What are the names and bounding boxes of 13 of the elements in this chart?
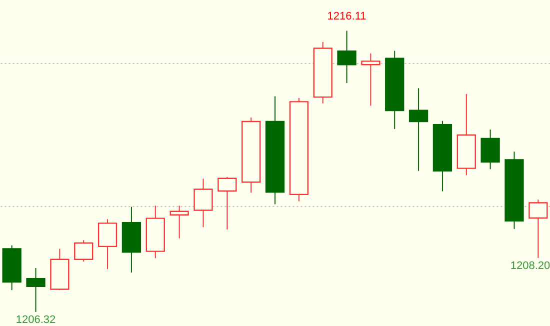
- candlestick: [98, 218, 118, 270]
- candlestick: [26, 267, 46, 312]
- candlestick: [480, 129, 500, 170]
- candlestick: [218, 176, 237, 230]
- annotation: 1216.11: [327, 10, 366, 23]
- candlestick: [74, 240, 94, 262]
- candlestick: [170, 205, 189, 239]
- annotation: 1208.20: [510, 260, 550, 272]
- candlestick: [408, 88, 428, 172]
- candlestick: [337, 30, 356, 84]
- candlestick: [361, 52, 380, 106]
- candlestick: [194, 178, 213, 228]
- annotation: 1206.32: [16, 314, 56, 326]
